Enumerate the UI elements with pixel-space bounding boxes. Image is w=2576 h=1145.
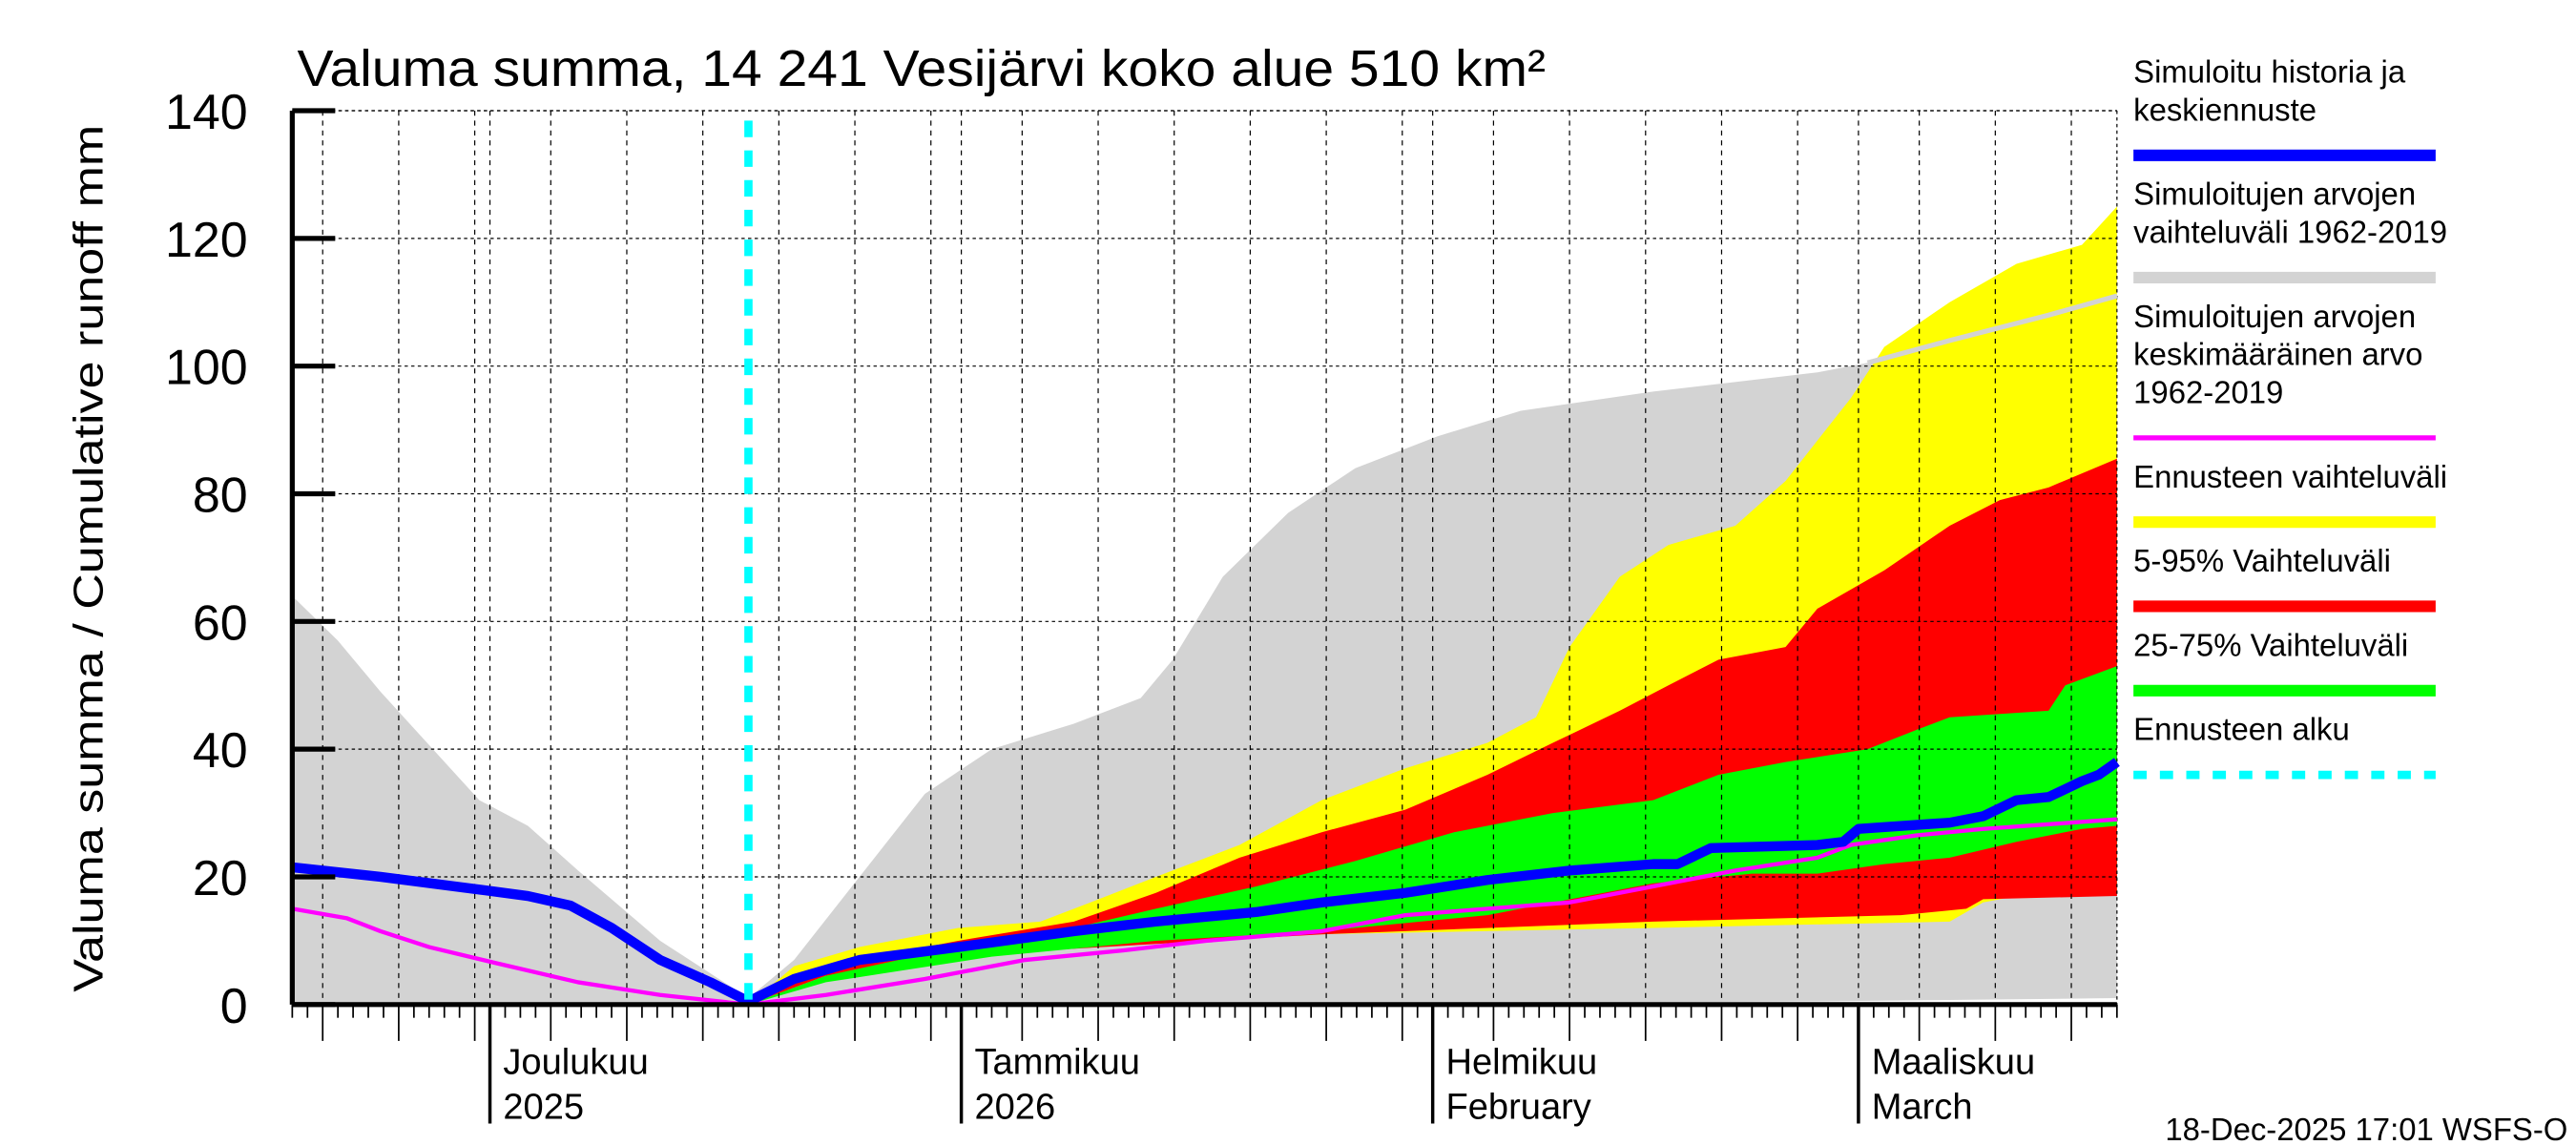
month-year-label: 2026 [974,1087,1055,1127]
band-p25_75 [748,666,2117,1005]
legend-item: Ennusteen vaihteluväli [2133,459,2447,529]
chart-title: Valuma summa, 14 241 Vesijärvi koko alue… [298,40,1546,97]
y-tick-label: 140 [165,85,248,140]
line-median [291,758,2120,1007]
y-tick-label: 100 [165,341,248,396]
legend-label: vaihteluväli 1962-2019 [2133,215,2447,250]
legend-item: 25-75% Vaihteluväli [2133,627,2436,697]
y-tick-label: 80 [193,468,248,524]
footer-timestamp: 18-Dec-2025 17:01 WSFS-O [2165,1112,2567,1145]
legend-label: Simuloitujen arvojen [2133,177,2416,212]
legend-label: Simuloitu historia ja [2133,54,2406,90]
month-label: Tammikuu [974,1043,1139,1083]
lines-layer [291,120,2120,1007]
y-tick-label: 60 [193,595,248,651]
legend-label: 1962-2019 [2133,375,2283,410]
month-label: Helmikuu [1446,1043,1598,1083]
hist-range-upper-line [1866,293,2118,365]
legend-label: keskimääräinen arvo [2133,337,2422,372]
month-year-label: February [1446,1087,1591,1127]
month-year-label: March [1872,1087,1973,1127]
legend-item: 5-95% Vaihteluväli [2133,543,2436,613]
y-axis-label: Valuma summa / Cumulative runoff mm [66,125,112,992]
legend-label: Ennusteen alku [2133,712,2350,747]
month-label: Maaliskuu [1872,1043,2035,1083]
legend-label: 5-95% Vaihteluväli [2133,543,2391,578]
legend-label: Simuloitujen arvojen [2133,299,2416,334]
y-tick-label: 40 [193,723,248,779]
month-label: Joulukuu [503,1043,648,1083]
legend-label: Ennusteen vaihteluväli [2133,459,2447,494]
y-tick-label: 120 [165,213,248,268]
legend: Simuloitu historia jakeskiennusteSimuloi… [2133,54,2447,780]
y-tick-label: 20 [193,851,248,906]
month-year-label: 2025 [503,1087,584,1127]
y-tick-label: 0 [220,979,248,1034]
bands-layer [292,206,2117,1005]
legend-label: 25-75% Vaihteluväli [2133,627,2408,662]
legend-label: keskiennuste [2133,92,2316,127]
grid-layer [292,110,2118,1005]
legend-item: Ennusteen alku [2133,712,2436,780]
line-mean [291,817,2118,1007]
